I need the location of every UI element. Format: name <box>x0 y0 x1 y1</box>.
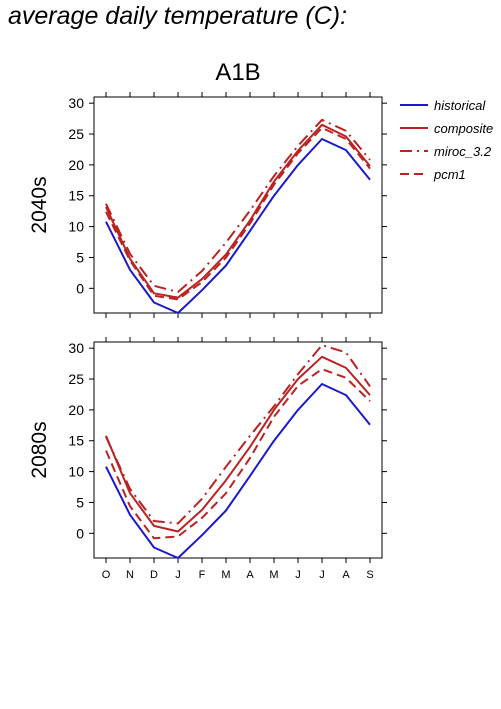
y-tick-label: 30 <box>68 95 84 111</box>
series-line-miroc_3.2 <box>105 344 371 525</box>
legend-item-pcm1: pcm1 <box>400 167 466 182</box>
series-line-miroc_3.2 <box>105 118 371 293</box>
x-tick-label: J <box>319 569 325 581</box>
series-line-composite <box>105 123 371 299</box>
x-tick-label: J <box>295 569 301 581</box>
figure-title: average daily temperature (C): <box>8 2 348 30</box>
y-tick-label: 0 <box>76 280 84 296</box>
panel-2040s: 0 5 10 15 20 25 30 2040s <box>28 92 387 318</box>
panel-label: 2040s <box>28 176 51 233</box>
x-tick-label: M <box>221 569 230 581</box>
x-tick-label: D <box>150 569 158 581</box>
panel-2080s: 0 5 10 15 20 25 30 O N D J F M A M J J A S 2080s <box>28 337 387 581</box>
legend-label: composite <box>434 121 493 136</box>
y-tick-label: 5 <box>76 249 84 265</box>
legend-item-composite: composite <box>400 121 493 136</box>
y-tick-label: 30 <box>68 340 84 356</box>
chart-legend: historical composite miroc_3.2 pcm1 <box>400 98 493 182</box>
legend-label: pcm1 <box>433 167 466 182</box>
chart-panels: 0 5 10 15 20 25 30 2040s 0 5 10 15 20 25 30 O N D J F M A M J J A… <box>28 92 387 581</box>
legend-item-historical: historical <box>400 98 486 113</box>
x-tick-label: A <box>342 569 350 581</box>
plot-frame <box>93 341 383 559</box>
y-tick-label: 0 <box>76 525 84 541</box>
x-tick-label: A <box>246 569 254 581</box>
y-tick-label: 15 <box>68 433 84 449</box>
x-tick-label: N <box>126 569 134 581</box>
legend-label: historical <box>434 98 486 113</box>
scenario-title: A1B <box>215 59 260 86</box>
series-line-pcm1 <box>105 368 371 540</box>
y-tick-label: 25 <box>68 371 84 387</box>
plot-frame <box>93 96 383 314</box>
x-tick-label: M <box>269 569 278 581</box>
series-line-historical <box>105 383 371 559</box>
series-line-historical <box>105 138 371 314</box>
series-line-pcm1 <box>105 126 371 301</box>
y-tick-label: 25 <box>68 126 84 142</box>
y-tick-label: 10 <box>68 219 84 235</box>
series-line-composite <box>105 355 371 533</box>
y-tick-label: 20 <box>68 402 84 418</box>
y-tick-label: 5 <box>76 494 84 510</box>
y-tick-label: 15 <box>68 188 84 204</box>
legend-label: miroc_3.2 <box>434 144 492 159</box>
x-tick-label: J <box>175 569 181 581</box>
x-tick-label: S <box>366 569 373 581</box>
x-tick-label: F <box>199 569 206 581</box>
y-tick-label: 20 <box>68 157 84 173</box>
x-tick-label: O <box>102 569 111 581</box>
legend-item-miroc_3.2: miroc_3.2 <box>400 144 492 159</box>
panel-label: 2080s <box>28 421 51 478</box>
y-tick-label: 10 <box>68 464 84 480</box>
